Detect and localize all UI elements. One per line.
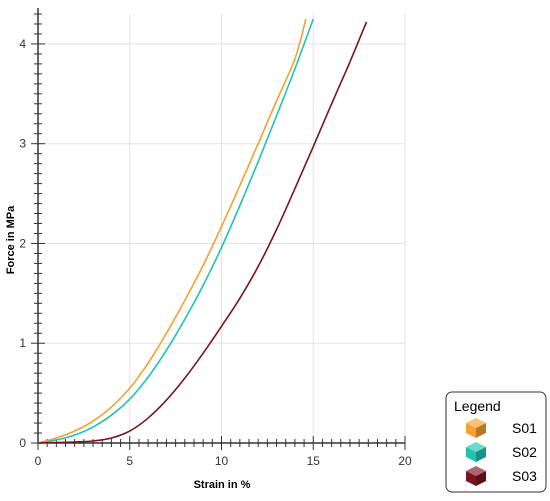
legend-label-s02: S02 xyxy=(512,444,537,460)
x-tick-label: 15 xyxy=(307,454,321,468)
tick-labels: 0 5 10 15 20 0 1 2 3 4 xyxy=(19,37,412,468)
x-tick-label: 20 xyxy=(398,454,412,468)
y-tick-label: 4 xyxy=(19,37,26,51)
series-line-s03 xyxy=(37,21,368,444)
cube-left-face xyxy=(466,447,476,462)
legend-item-s03: S03 xyxy=(466,466,537,486)
legend-label-s03: S03 xyxy=(512,468,537,484)
x-tick-label: 0 xyxy=(35,454,42,468)
grid-lines xyxy=(38,14,406,443)
series-lines xyxy=(37,18,368,444)
y-tick-label: 2 xyxy=(19,236,26,250)
cube-right-face xyxy=(476,423,486,438)
orange-cube-icon xyxy=(466,418,486,438)
x-axis-title: Strain in % xyxy=(194,479,251,491)
legend-item-s01: S01 xyxy=(466,418,537,438)
y-axis-title: Force in MPa xyxy=(5,205,17,274)
series-line-s01 xyxy=(37,18,307,444)
x-tick-label: 10 xyxy=(215,454,229,468)
x-tick-label: 5 xyxy=(126,454,133,468)
legend-item-s02: S02 xyxy=(466,442,537,462)
y-tick-label: 1 xyxy=(19,336,26,350)
legend-box xyxy=(445,391,547,493)
y-tick-label: 0 xyxy=(19,436,26,450)
legend: Legend S01 S02 S03 xyxy=(445,391,547,493)
cube-right-face xyxy=(476,471,486,486)
y-tick-label: 3 xyxy=(19,137,26,151)
cube-left-face xyxy=(466,423,476,438)
cube-left-face xyxy=(466,471,476,486)
cube-right-face xyxy=(476,447,486,462)
teal-cube-icon xyxy=(466,442,486,462)
legend-label-s01: S01 xyxy=(512,420,537,436)
legend-title: Legend xyxy=(454,398,501,414)
series-line-s02 xyxy=(37,18,315,444)
maroon-cube-icon xyxy=(466,466,486,486)
